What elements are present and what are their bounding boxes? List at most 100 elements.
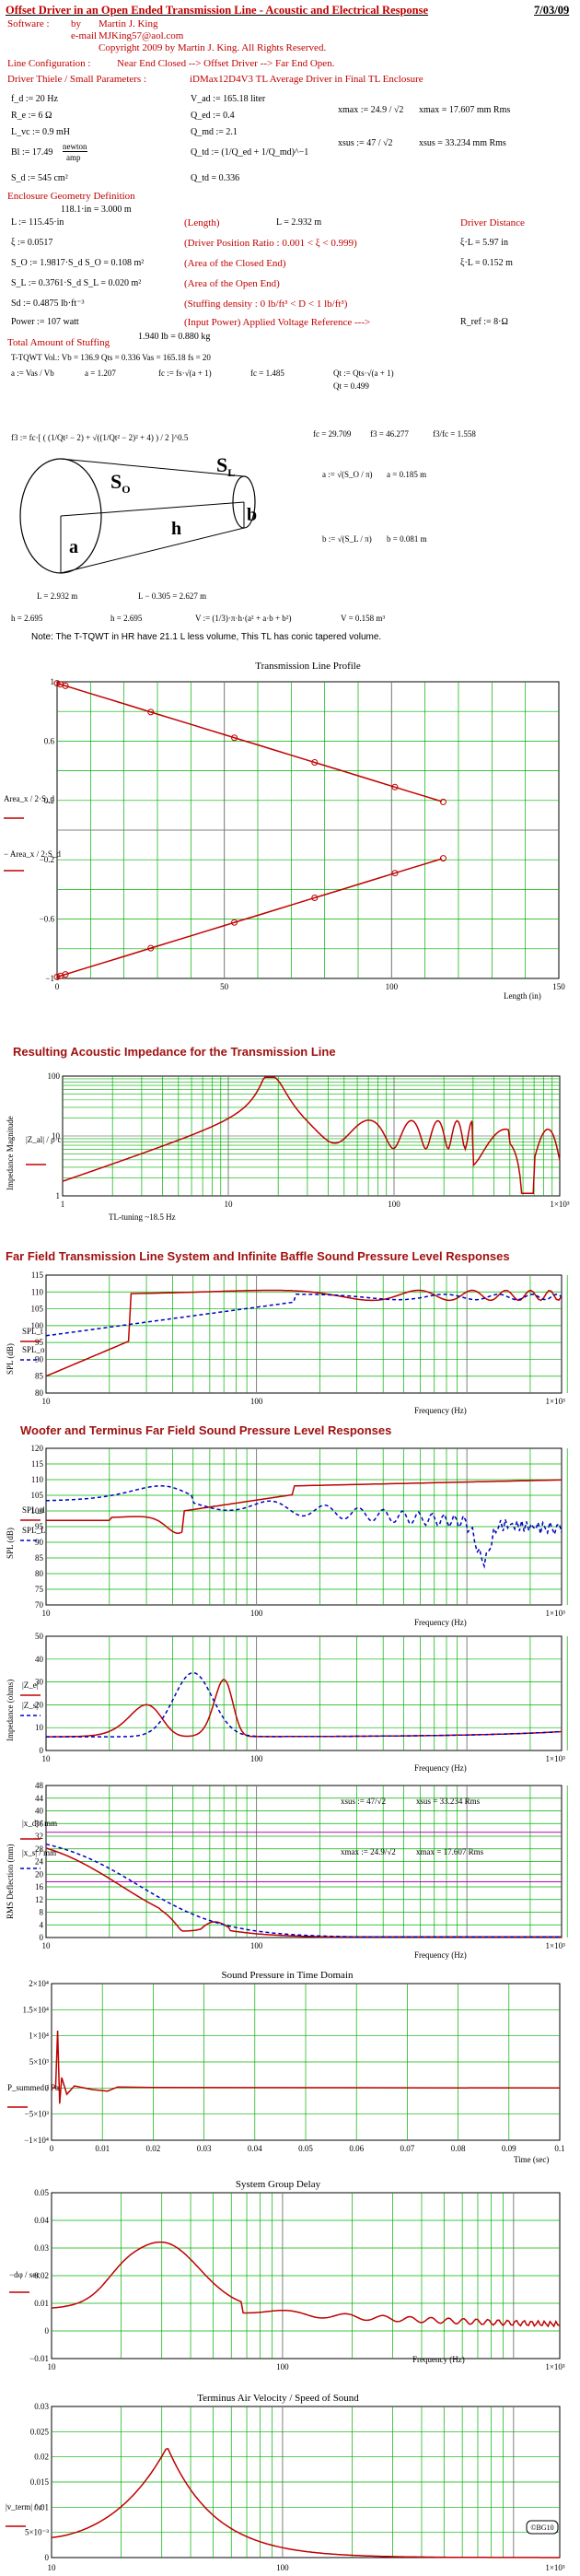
geometry-sl-label: (Area of the Open End) bbox=[184, 278, 280, 289]
y-tick-label: 90 bbox=[35, 1538, 44, 1547]
chart-time-domain: Sound Pressure in Time Domain 2×10⁴ 1.5×10… bbox=[7, 1970, 565, 2164]
geometry-L-val: L = 2.932 m bbox=[276, 217, 322, 228]
x-tick-label: 0.08 bbox=[451, 2144, 466, 2153]
x-tick-label: 0.05 bbox=[298, 2144, 313, 2153]
x-tick-label: 0.03 bbox=[197, 2144, 212, 2153]
profile-marker bbox=[439, 855, 447, 862]
y-tick-label: 20 bbox=[35, 1700, 44, 1709]
y-tick-label: 0.6 bbox=[44, 736, 55, 745]
legend-label: SPL_o bbox=[22, 1345, 45, 1354]
y-tick-label: 110 bbox=[31, 1287, 44, 1296]
diagram-label-so: SO bbox=[110, 470, 131, 496]
y-tick-label: 0 bbox=[45, 2083, 50, 2092]
time-response-line bbox=[52, 2030, 561, 2104]
tqwt-f3-def: f3 := fc·[ ( (1/Qt² − 2) + √((1/Qt² − 2)… bbox=[11, 433, 189, 442]
diagram-label-sl: SL bbox=[216, 453, 235, 479]
y-tick-label: 28 bbox=[35, 1844, 44, 1854]
y-tick-label: 0.02 bbox=[34, 2271, 49, 2280]
x-tick-label: 10 bbox=[48, 2563, 57, 2572]
y-tick-label: 44 bbox=[35, 1794, 44, 1803]
geometry-xi-def: ξ := 0.0517 bbox=[11, 238, 53, 248]
zs-line bbox=[46, 1671, 563, 1738]
y-tick-label: 0.025 bbox=[30, 2427, 50, 2436]
x-tick-label: 1×10³ bbox=[545, 2362, 565, 2371]
y-tick-label: 1 bbox=[56, 1191, 61, 1200]
y-tick-label: 4 bbox=[40, 1920, 44, 1929]
legend-label: SPL_L bbox=[22, 1526, 46, 1535]
x-tick-label: 1×10³ bbox=[546, 1397, 566, 1406]
y-tick-label: 100 bbox=[48, 1071, 61, 1081]
x-tick-label: 0.1 bbox=[554, 2144, 564, 2153]
y-tick-label: −0.01 bbox=[29, 2354, 49, 2363]
y-tick-label: 40 bbox=[35, 1655, 44, 1664]
y-tick-label: 80 bbox=[35, 1388, 44, 1398]
x-tick-label: 50 bbox=[220, 982, 229, 991]
x-tick-label: 0.07 bbox=[400, 2144, 415, 2153]
legend-label: |Z_s| bbox=[22, 1701, 38, 1710]
tqwt-b-radius: b = 0.081 m bbox=[387, 534, 427, 544]
geometry-power-label: (Input Power) Applied Voltage Reference … bbox=[184, 317, 371, 328]
diagram-label-a: a bbox=[69, 537, 78, 557]
profile-marker bbox=[62, 971, 69, 978]
y-tick-label: 1 bbox=[51, 677, 55, 686]
x-axis-label: Frequency (Hz) bbox=[414, 1406, 467, 1415]
xsus-val: xsus = 33.234 Rms bbox=[416, 1797, 481, 1806]
param-sd: S_d := 545 cm² bbox=[11, 173, 68, 183]
diagram-label-b: b bbox=[247, 505, 257, 525]
y-tick-label: 36 bbox=[35, 1819, 44, 1828]
geometry-stuff-total: 1.940 lb = 0.880 kg bbox=[138, 332, 211, 342]
y-axis-label: SPL (dB) bbox=[6, 1528, 15, 1559]
tqwt-note: Note: The T-TQWT in HR have 21.1 L less … bbox=[31, 632, 382, 642]
profile-marker bbox=[53, 680, 61, 687]
line-config: Near End Closed --> Offset Driver --> Fa… bbox=[117, 58, 335, 69]
tqwt-f3fc: f3/fc = 1.558 bbox=[433, 429, 476, 439]
y-tick-label: 12 bbox=[35, 1895, 43, 1904]
profile-marker bbox=[439, 798, 447, 805]
spl-terminus-line bbox=[46, 1485, 563, 1569]
plot-frame bbox=[45, 1274, 563, 1394]
y-tick-label: 110 bbox=[31, 1475, 44, 1484]
x-tick-label: 1×10³ bbox=[545, 2563, 565, 2572]
geometry-so-label: (Area of the Closed End) bbox=[184, 258, 286, 269]
x-tick-label: 0.04 bbox=[248, 2144, 262, 2153]
param-qed: Q_ed := 0.4 bbox=[191, 111, 235, 121]
x-tick-label: 10 bbox=[42, 1397, 52, 1406]
line-config-label: Line Configuration : bbox=[7, 58, 91, 69]
x-tick-label: 100 bbox=[250, 1397, 263, 1406]
x-tick-label: 10 bbox=[42, 1609, 52, 1618]
y-tick-label: 30 bbox=[35, 1678, 44, 1687]
legend-label: P_summed / Pa bbox=[7, 2083, 59, 2092]
legend-label: SPL_t bbox=[22, 1327, 43, 1336]
tqwt-a-radius: a = 0.185 m bbox=[387, 470, 427, 479]
profile-bottom-line bbox=[56, 858, 443, 978]
x-tick-label: 100 bbox=[250, 1941, 263, 1950]
spl-driver-line bbox=[46, 1479, 563, 1534]
geometry-sl-def: S_L := 0.3761·S_d S_L = 0.020 m² bbox=[11, 278, 142, 288]
x-tick-label: 0.02 bbox=[146, 2144, 161, 2153]
author-name: Martin J. King bbox=[99, 18, 158, 29]
y-tick-label: 0 bbox=[40, 1933, 44, 1942]
y-tick-label: 48 bbox=[35, 1781, 44, 1790]
legend-label: |Z_al| / ρ·c bbox=[26, 1135, 62, 1144]
chart-title: Sound Pressure in Time Domain bbox=[221, 1970, 354, 1981]
section-acoustic-impedance: Resulting Acoustic Impedance for the Tra… bbox=[13, 1045, 336, 1059]
y-tick-label: 85 bbox=[35, 1372, 44, 1381]
tqwt-fc2: fc = 29.709 bbox=[313, 429, 352, 439]
tl-cone-diagram: SO SL a b h bbox=[19, 453, 257, 574]
param-lvc: L_vc := 0.9 mH bbox=[11, 127, 70, 137]
y-tick-label: 5×10⁻³ bbox=[25, 2528, 49, 2537]
param-re: R_e := 6 Ω bbox=[11, 111, 52, 121]
y-tick-label: 90 bbox=[35, 1354, 44, 1364]
y-tick-label: 0.2 bbox=[44, 796, 54, 805]
profile-marker bbox=[311, 759, 319, 767]
x-tick-label: 0.09 bbox=[502, 2144, 516, 2153]
copyright-badge: ©BG10 bbox=[530, 2523, 553, 2532]
impedance-line bbox=[62, 1076, 561, 1195]
tqwt-a-def: a := Vas / Vb bbox=[11, 369, 54, 378]
profile-marker bbox=[391, 783, 399, 790]
param-xmax-val: xmax = 17.607 mm Rms bbox=[419, 105, 511, 115]
x-tick-label: 100 bbox=[388, 1200, 400, 1209]
y-tick-label: 70 bbox=[35, 1600, 44, 1610]
tqwt-f3: f3 = 46.277 bbox=[370, 429, 409, 439]
